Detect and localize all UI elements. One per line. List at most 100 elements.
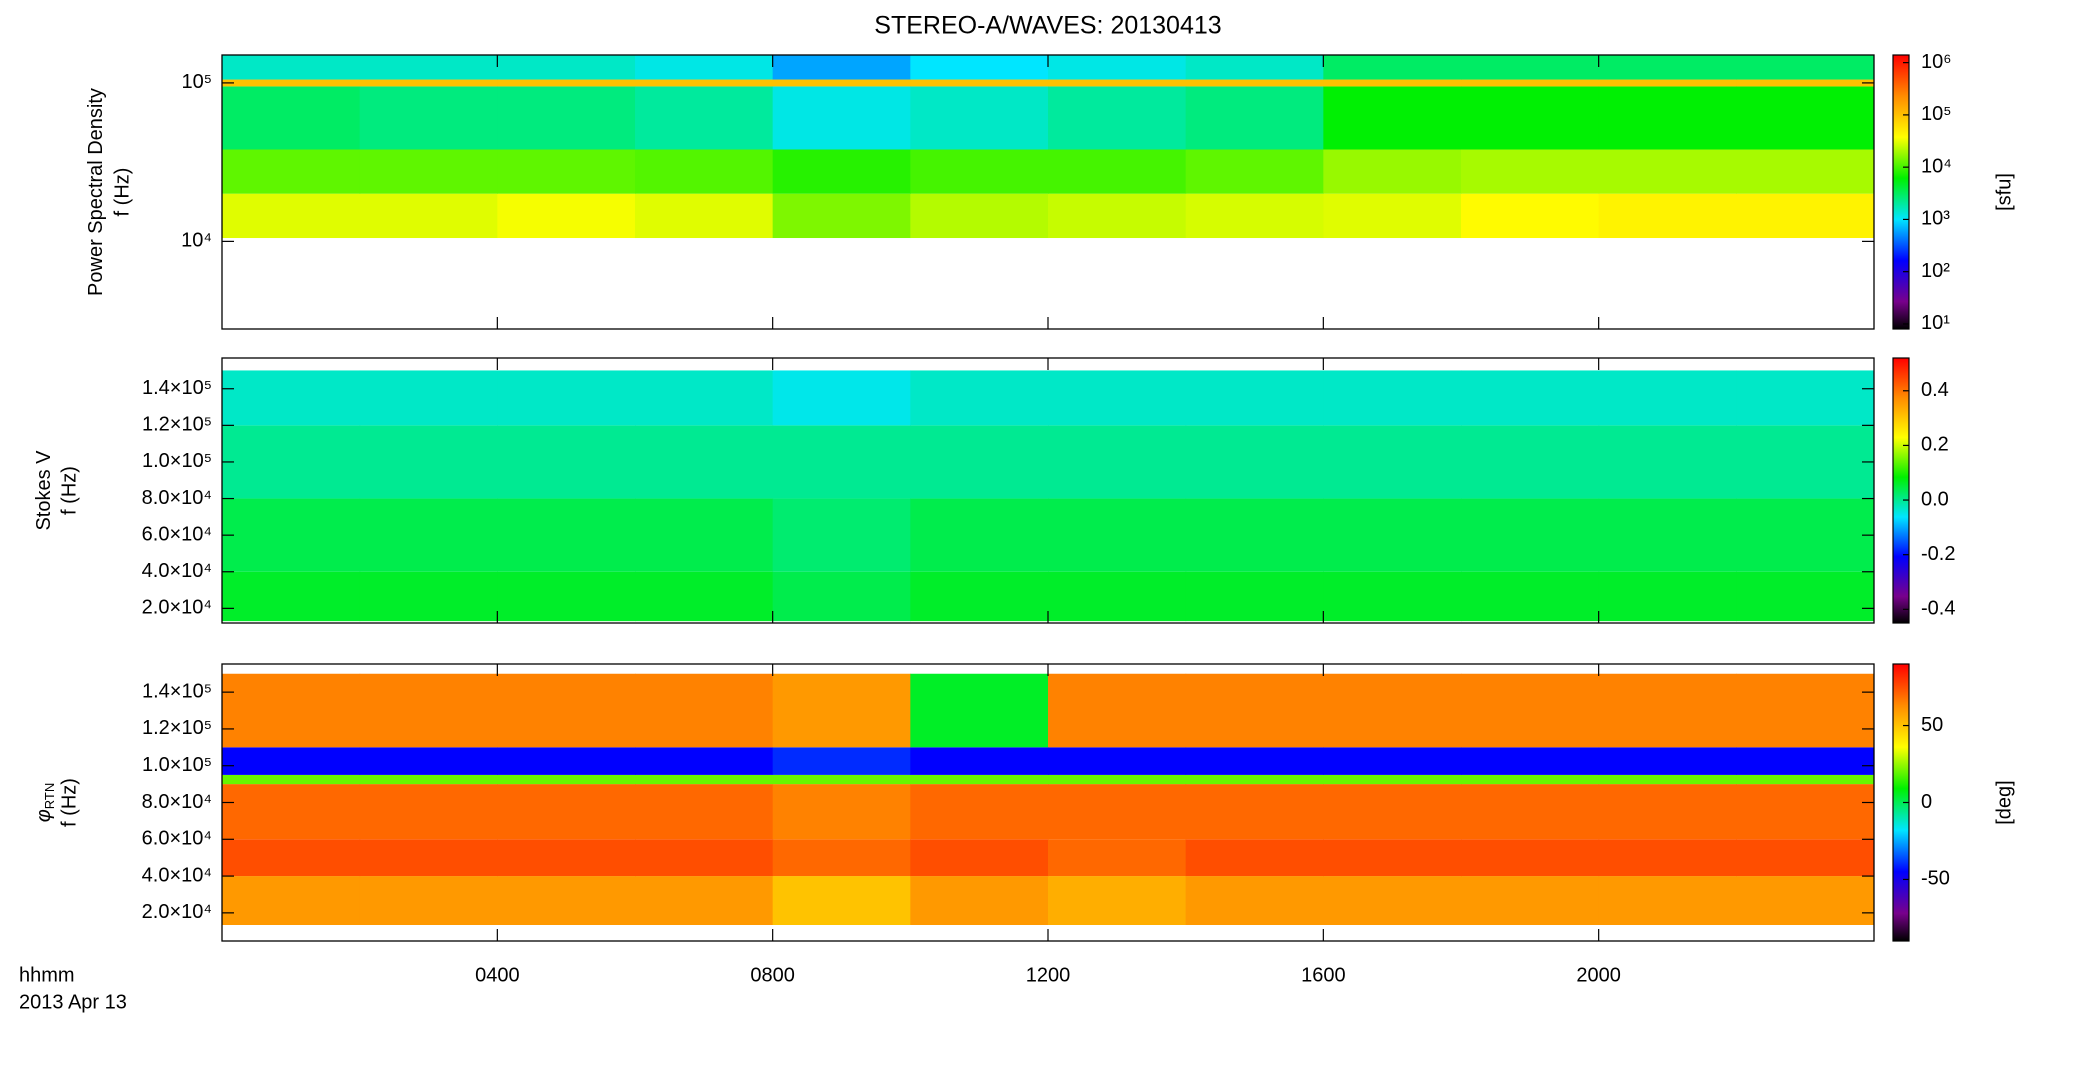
heatmap-cell — [497, 673, 636, 748]
heatmap-cell — [1736, 571, 1875, 622]
heatmap-cell — [1185, 571, 1324, 622]
heatmap-cell — [1736, 774, 1875, 785]
heatmap-cell — [359, 425, 498, 499]
heatmap-cell — [910, 774, 1049, 785]
x-tick-label: 1600 — [1301, 964, 1346, 986]
heatmap-cell — [1461, 370, 1600, 426]
heatmap-cell — [1598, 79, 1737, 87]
heatmap-cell — [1461, 55, 1600, 80]
heatmap-cell — [1048, 784, 1187, 840]
y-axis-label: f (Hz) — [111, 168, 133, 217]
heatmap-cell — [359, 571, 498, 622]
heatmap-cell — [1185, 784, 1324, 840]
colorbar-tick-label: 10⁵ — [1921, 103, 1952, 125]
heatmap-cell — [1736, 784, 1875, 840]
heatmap-cell — [497, 784, 636, 840]
heatmap-cell — [497, 425, 636, 499]
heatmap-cell — [1185, 193, 1324, 239]
heatmap-cell — [222, 747, 361, 775]
heatmap-cell — [635, 370, 774, 426]
colorbar-label: [sfu] — [1993, 173, 2015, 211]
heatmap-cell — [1736, 498, 1875, 572]
colorbar — [1892, 357, 1910, 624]
heatmap-cell — [635, 571, 774, 622]
heatmap-cell — [1048, 673, 1187, 748]
y-tick-label: 2.0×10⁴ — [142, 597, 212, 619]
y-tick-label: 4.0×10⁴ — [142, 864, 212, 886]
heatmap-cell — [1185, 747, 1324, 775]
heatmap-cell — [1598, 774, 1737, 785]
colorbar-tick-label: 0 — [1921, 791, 1932, 813]
x-tick-label: 2000 — [1576, 964, 1621, 986]
heatmap-cell — [1185, 425, 1324, 499]
heatmap-cell — [910, 425, 1049, 499]
heatmap-cell — [359, 149, 498, 194]
heatmap-cell — [359, 876, 498, 925]
heatmap-cell — [1461, 673, 1600, 748]
heatmap-cell — [772, 55, 911, 80]
heatmap-cell — [1185, 55, 1324, 80]
x-axis-date: 2013 Apr 13 — [19, 991, 127, 1013]
heatmap-cell — [1461, 774, 1600, 785]
heatmap-cell — [497, 571, 636, 622]
heatmap-cell — [772, 571, 911, 622]
heatmap-cell — [359, 79, 498, 87]
y-axis-label: f (Hz) — [58, 466, 80, 515]
heatmap-cell — [1461, 571, 1600, 622]
heatmap-cell — [1461, 86, 1600, 150]
heatmap-cell — [772, 839, 911, 877]
heatmap-cell — [359, 55, 498, 80]
y-tick-label: 8.0×10⁴ — [142, 791, 212, 813]
heatmap-cell — [1048, 571, 1187, 622]
heatmap-cell — [1598, 425, 1737, 499]
heatmap-cell — [359, 370, 498, 426]
heatmap-cell — [497, 55, 636, 80]
colorbar-tick-label: 10⁶ — [1921, 51, 1951, 73]
heatmap-cell — [1185, 774, 1324, 785]
colorbar — [1892, 54, 1910, 330]
heatmap-cell — [772, 79, 911, 87]
heatmap-cell — [497, 839, 636, 877]
heatmap-cell — [222, 370, 361, 426]
colorbar-tick-label: 0.2 — [1921, 434, 1949, 456]
heatmap-cell — [222, 774, 361, 785]
y-axis-label: f (Hz) — [58, 778, 80, 827]
heatmap-cell — [359, 747, 498, 775]
heatmap-cell — [772, 747, 911, 775]
heatmap-cell — [635, 86, 774, 150]
colorbar-tick-label: 10² — [1921, 260, 1950, 282]
y-axis-label-main: Power Spectral Density — [85, 88, 107, 296]
heatmap-cell — [635, 784, 774, 840]
colorbar-tick-label: -50 — [1921, 868, 1950, 890]
heatmap-cell — [1461, 876, 1600, 925]
heatmap-cell — [1323, 571, 1462, 622]
heatmap-cell — [772, 774, 911, 785]
heatmap-cell — [910, 149, 1049, 194]
heatmap-cell — [359, 673, 498, 748]
y-tick-label: 1.0×10⁵ — [142, 754, 212, 776]
heatmap-cell — [1461, 747, 1600, 775]
heatmap-cell — [1598, 86, 1737, 150]
heatmap-cell — [635, 149, 774, 194]
heatmap-cell — [222, 839, 361, 877]
heatmap-cell — [1048, 86, 1187, 150]
heatmap-cell — [635, 747, 774, 775]
heatmap-cell — [1461, 425, 1600, 499]
chart-title: STEREO-A/WAVES: 20130413 — [874, 12, 1221, 40]
x-tick-label: 1200 — [1026, 964, 1071, 986]
heatmap-cell — [1185, 79, 1324, 87]
heatmap-cell — [1736, 673, 1875, 748]
y-axis-label-main: φ — [33, 809, 55, 822]
heatmap-cell — [1598, 55, 1737, 80]
heatmap-cell — [1048, 876, 1187, 925]
heatmap-cell — [1323, 55, 1462, 80]
heatmap-cell — [1598, 498, 1737, 572]
heatmap-cell — [910, 498, 1049, 572]
heatmap-cell — [1323, 193, 1462, 239]
colorbar-tick-label: 10³ — [1921, 208, 1950, 230]
heatmap-cell — [910, 571, 1049, 622]
heatmap-cell — [222, 86, 361, 150]
heatmap-cell — [359, 86, 498, 150]
